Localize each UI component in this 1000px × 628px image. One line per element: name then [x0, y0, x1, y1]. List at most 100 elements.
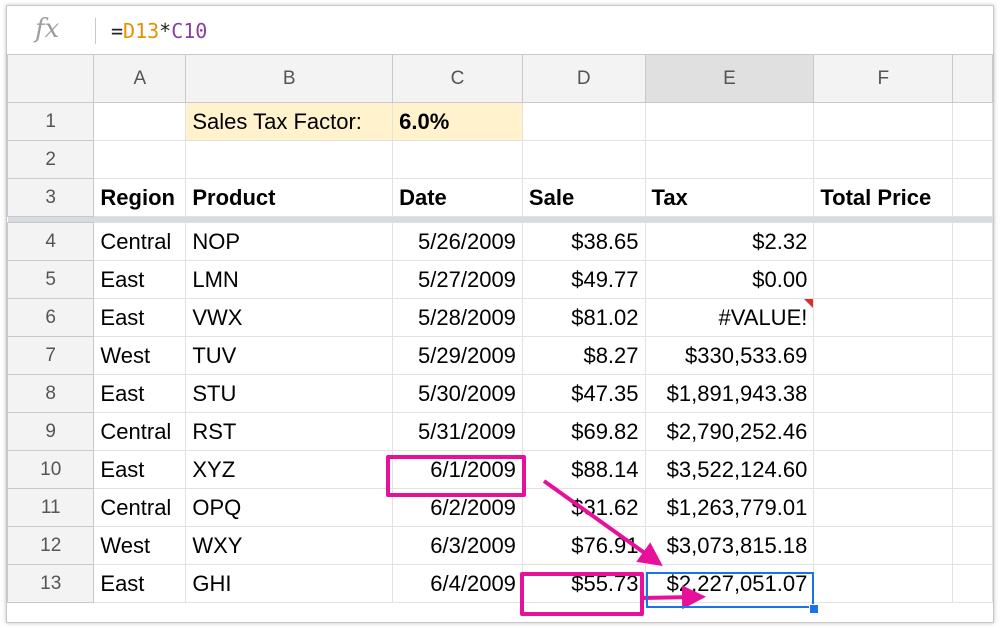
cell-tax[interactable]: $3,073,815.18	[644, 526, 815, 565]
header-total-price[interactable]: Total Price	[813, 178, 954, 217]
column-header-c[interactable]: C	[392, 54, 523, 103]
row-header[interactable]: 12	[7, 526, 95, 565]
column-header-a[interactable]: A	[93, 54, 187, 103]
select-all-corner[interactable]	[7, 54, 95, 103]
cell-sale[interactable]: $47.35	[521, 374, 646, 413]
cell-e2[interactable]	[644, 140, 815, 179]
row-header-1[interactable]: 1	[7, 102, 95, 141]
cell-date[interactable]: 6/1/2009	[392, 450, 523, 489]
cell-total-price[interactable]	[813, 412, 954, 451]
cell-d2[interactable]	[521, 140, 646, 179]
cell-product[interactable]: VWX	[185, 298, 394, 337]
cell-g2[interactable]	[952, 140, 993, 179]
cell-tax[interactable]: $330,533.69	[644, 336, 815, 375]
cell-d1[interactable]	[521, 102, 646, 141]
cell-product[interactable]: LMN	[185, 260, 394, 299]
header-region[interactable]: Region	[93, 178, 187, 217]
cell-sale[interactable]: $88.14	[521, 450, 646, 489]
cell-tax[interactable]: $2.32	[644, 222, 815, 261]
cell-region[interactable]: East	[93, 298, 187, 337]
cell-a1[interactable]	[93, 102, 187, 141]
cell-region[interactable]: West	[93, 526, 187, 565]
cell-g[interactable]	[952, 336, 993, 375]
cell-sale[interactable]: $76.91	[521, 526, 646, 565]
column-header-b[interactable]: B	[185, 54, 394, 103]
cell-g[interactable]	[952, 298, 993, 337]
cell-date[interactable]: 6/4/2009	[392, 564, 523, 603]
cell-tax[interactable]: $1,891,943.38	[644, 374, 815, 413]
cell-g1[interactable]	[952, 102, 993, 141]
cell-region[interactable]: Central	[93, 412, 187, 451]
cell-g[interactable]	[952, 488, 993, 527]
cell-g[interactable]	[952, 374, 993, 413]
cell-tax[interactable]: $2,790,252.46	[644, 412, 815, 451]
cell-product[interactable]: OPQ	[185, 488, 394, 527]
cell-product[interactable]: TUV	[185, 336, 394, 375]
cell-region[interactable]: East	[93, 564, 187, 603]
column-header-d[interactable]: D	[521, 54, 646, 103]
formula-input[interactable]: =D13*C10	[111, 19, 207, 43]
cell-total-price[interactable]	[813, 564, 954, 603]
cell-total-price[interactable]	[813, 488, 954, 527]
cell-date[interactable]: 5/31/2009	[392, 412, 523, 451]
cell-date[interactable]: 5/27/2009	[392, 260, 523, 299]
row-header[interactable]: 6	[7, 298, 95, 337]
header-sale[interactable]: Sale	[521, 178, 646, 217]
cell-product[interactable]: WXY	[185, 526, 394, 565]
cell-c1[interactable]: 6.0%	[392, 102, 523, 141]
cell-sale[interactable]: $55.73	[521, 564, 646, 603]
column-header-e[interactable]: E	[644, 54, 815, 103]
cell-g[interactable]	[952, 222, 993, 261]
cell-b1[interactable]: Sales Tax Factor:	[185, 102, 394, 141]
header-product[interactable]: Product	[185, 178, 394, 217]
cell-tax[interactable]: #VALUE!	[644, 298, 815, 337]
cell-g3[interactable]	[952, 178, 993, 217]
cell-b2[interactable]	[185, 140, 394, 179]
row-header[interactable]: 4	[7, 222, 95, 261]
cell-total-price[interactable]	[813, 526, 954, 565]
cell-sale[interactable]: $31.62	[521, 488, 646, 527]
cell-sale[interactable]: $69.82	[521, 412, 646, 451]
cell-a2[interactable]	[93, 140, 187, 179]
cell-tax[interactable]: $2,227,051.07	[644, 564, 815, 603]
cell-total-price[interactable]	[813, 298, 954, 337]
cell-g[interactable]	[952, 412, 993, 451]
cell-g[interactable]	[952, 260, 993, 299]
cell-total-price[interactable]	[813, 374, 954, 413]
cell-sale[interactable]: $49.77	[521, 260, 646, 299]
cell-region[interactable]: East	[93, 450, 187, 489]
row-header[interactable]: 10	[7, 450, 95, 489]
row-header-3[interactable]: 3	[7, 178, 95, 217]
row-header[interactable]: 9	[7, 412, 95, 451]
cell-product[interactable]: RST	[185, 412, 394, 451]
cell-tax[interactable]: $3,522,124.60	[644, 450, 815, 489]
cell-sale[interactable]: $81.02	[521, 298, 646, 337]
cell-region[interactable]: Central	[93, 222, 187, 261]
cell-product[interactable]: NOP	[185, 222, 394, 261]
cell-date[interactable]: 5/29/2009	[392, 336, 523, 375]
cell-region[interactable]: West	[93, 336, 187, 375]
cell-tax[interactable]: $1,263,779.01	[644, 488, 815, 527]
row-header[interactable]: 5	[7, 260, 95, 299]
cell-total-price[interactable]	[813, 222, 954, 261]
cell-g[interactable]	[952, 526, 993, 565]
row-header-2[interactable]: 2	[7, 140, 95, 179]
cell-f2[interactable]	[813, 140, 954, 179]
cell-date[interactable]: 6/2/2009	[392, 488, 523, 527]
column-header-f[interactable]: F	[813, 54, 954, 103]
row-header[interactable]: 13	[7, 564, 95, 603]
cell-region[interactable]: Central	[93, 488, 187, 527]
header-date[interactable]: Date	[392, 178, 523, 217]
cell-e1[interactable]	[644, 102, 815, 141]
cell-product[interactable]: XYZ	[185, 450, 394, 489]
cell-region[interactable]: East	[93, 260, 187, 299]
cell-total-price[interactable]	[813, 260, 954, 299]
row-header[interactable]: 7	[7, 336, 95, 375]
cell-tax[interactable]: $0.00	[644, 260, 815, 299]
cell-c2[interactable]	[392, 140, 523, 179]
cell-date[interactable]: 5/30/2009	[392, 374, 523, 413]
cell-product[interactable]: GHI	[185, 564, 394, 603]
cell-date[interactable]: 5/26/2009	[392, 222, 523, 261]
cell-total-price[interactable]	[813, 336, 954, 375]
cell-region[interactable]: East	[93, 374, 187, 413]
